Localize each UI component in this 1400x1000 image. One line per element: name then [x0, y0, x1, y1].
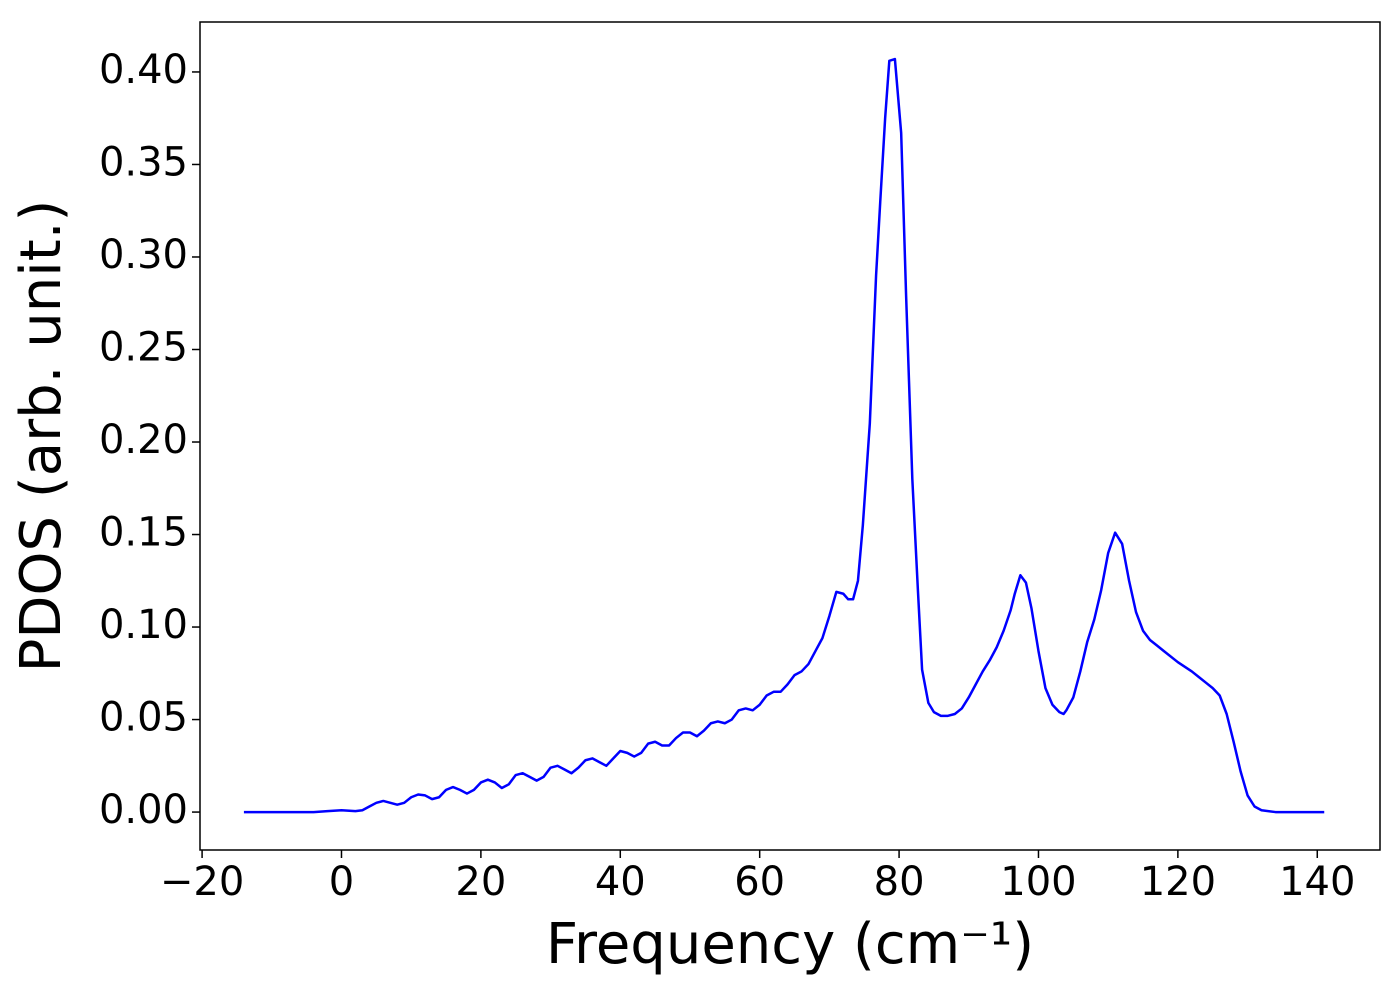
y-tick-label: 0.05	[99, 695, 188, 741]
y-tick-label: 0.10	[99, 602, 188, 648]
y-tick-label: 0.35	[99, 139, 188, 185]
x-tick-label: 80	[874, 859, 925, 905]
y-tick-label: 0.20	[99, 417, 188, 463]
data-line	[243, 57, 1325, 814]
x-tick-label: 60	[734, 859, 785, 905]
x-axis-label: Frequency (cm⁻¹)	[546, 912, 1034, 977]
y-tick-label: 0.40	[99, 47, 188, 93]
y-tick-label: 0.30	[99, 232, 188, 278]
x-tick-label: −20	[160, 859, 244, 905]
x-tick-label: 40	[595, 859, 646, 905]
plot-frame	[199, 21, 1381, 851]
y-tick-label: 0.15	[99, 510, 188, 556]
x-tick-label: 0	[329, 859, 354, 905]
x-tick-label: 20	[455, 859, 506, 905]
x-tick-label: 120	[1140, 859, 1216, 905]
y-tick-label: 0.00	[99, 787, 188, 833]
y-axis-label: PDOS (arb. unit.)	[9, 200, 74, 673]
x-tick-label: 100	[1000, 859, 1076, 905]
y-tick-label: 0.25	[99, 324, 188, 370]
x-tick-label: 140	[1279, 859, 1355, 905]
